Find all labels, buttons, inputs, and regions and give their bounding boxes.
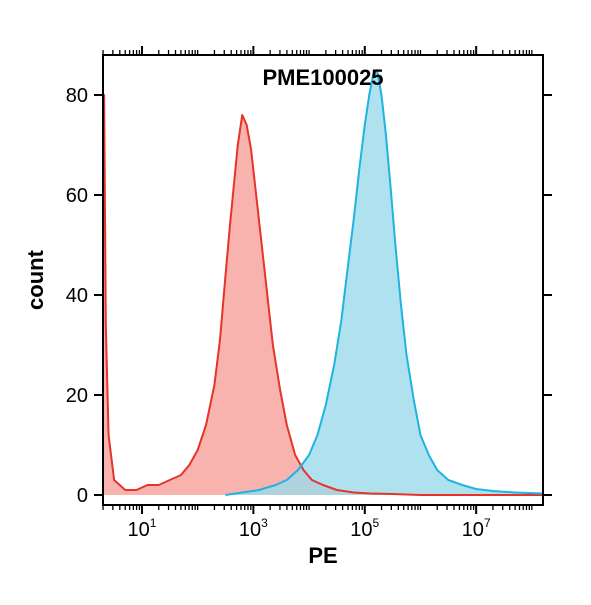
x-tick-label: 105 [350, 516, 379, 541]
y-tick-label: 0 [77, 485, 88, 507]
y-axis-label: count [23, 249, 48, 310]
x-tick-label: 101 [128, 516, 157, 541]
x-tick-label: 107 [462, 516, 491, 541]
flow-cytometry-histogram: 101 103 105 107 0 20 40 60 80 PE count PME100025 [0, 0, 591, 605]
y-tick-label: 60 [66, 185, 88, 207]
x-tick-label: 103 [239, 516, 268, 541]
y-tick-label: 40 [66, 285, 88, 307]
chart-title: PME100025 [262, 65, 383, 90]
chart-svg: 101 103 105 107 0 20 40 60 80 PE count PME100025 [0, 0, 591, 605]
x-axis-label: PE [308, 543, 337, 568]
y-tick-label: 20 [66, 385, 88, 407]
y-tick-label: 80 [66, 85, 88, 107]
